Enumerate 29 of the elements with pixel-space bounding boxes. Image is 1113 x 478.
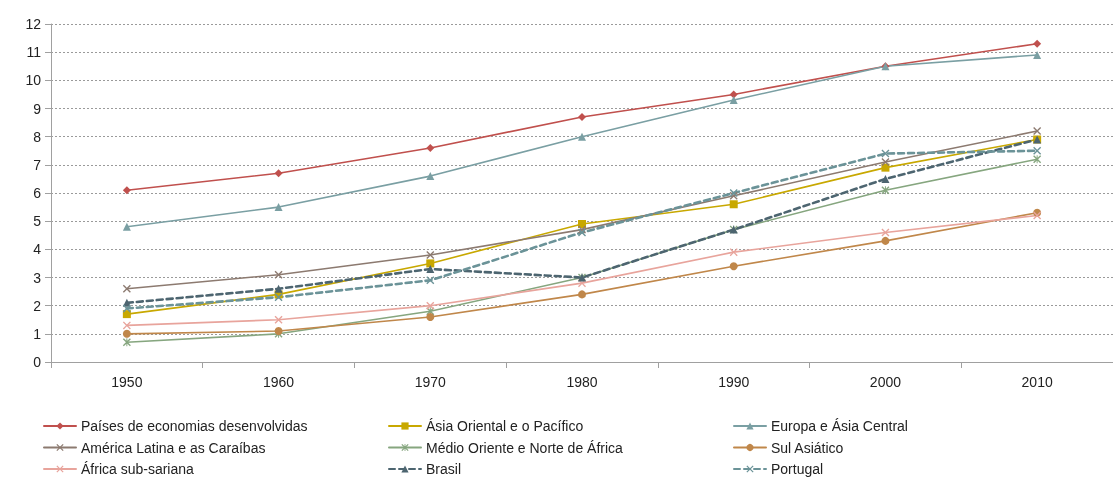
y-tick-label: 2 [33,297,42,314]
x-tick-label: 1980 [566,374,598,390]
y-tick-label: 12 [25,16,42,32]
y-tick-label: 1 [33,325,42,342]
y-tick-label: 6 [33,185,42,201]
y-tick-label: 8 [33,128,42,145]
legend-label: Brasil [426,461,462,477]
x-tick-label: 2010 [1021,374,1053,390]
x-tick-label: 1990 [718,374,750,390]
y-tick-label: 10 [25,72,42,89]
x-tick-label: 1950 [111,374,143,390]
legend-label: Médio Oriente e Norte de África [426,439,624,456]
x-tick-label: 2000 [869,374,902,390]
x-tick-label: 1960 [262,374,295,390]
y-tick-label: 4 [33,241,42,258]
y-tick-label: 9 [33,100,42,117]
legend-label: Sul Asiático [771,439,844,456]
legend-label: América Latina e as Caraíbas [81,439,266,456]
x-tick-label: 1970 [414,374,447,390]
legend-label: Ásia Oriental e o Pacífico [426,418,584,434]
legend-label: África sub-sariana [81,461,195,477]
y-tick-label: 7 [33,156,42,173]
y-tick-label: 0 [33,354,42,370]
y-tick-label: 3 [33,269,42,286]
y-tick-label: 11 [26,44,42,61]
legend-label: Europa e Ásia Central [771,418,908,434]
legend-label: Portugal [771,461,824,477]
y-tick-label: 5 [33,213,42,230]
legend-label: Países de economias desenvolvidas [81,418,308,434]
